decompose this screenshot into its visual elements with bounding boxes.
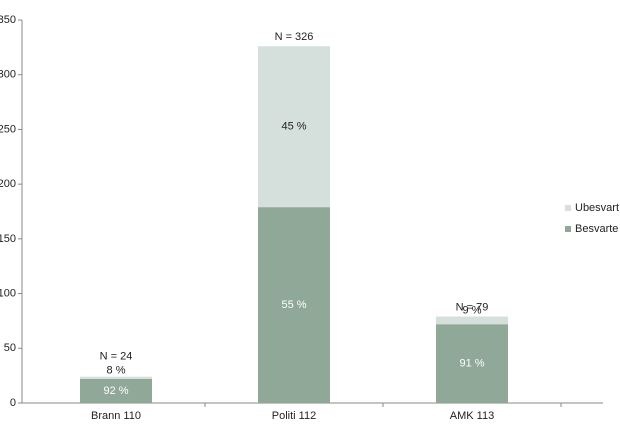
- legend-label: Ubesvart: [575, 202, 619, 214]
- bar-segment: [80, 378, 152, 403]
- y-tick-label: 0: [10, 397, 16, 409]
- segment-label: 55 %: [281, 299, 306, 311]
- segment-label: 9 %: [463, 304, 482, 316]
- y-tick-label: 250: [0, 123, 16, 135]
- bar-segment: [258, 46, 330, 208]
- total-label: N = 79: [456, 301, 489, 313]
- y-tick-label: 350: [0, 14, 16, 26]
- segment-label: 91 %: [459, 358, 484, 370]
- segment-label: 92 %: [103, 385, 128, 397]
- legend-label: Besvarte: [575, 223, 618, 235]
- legend-swatch: [565, 226, 571, 232]
- segment-label: 45 %: [281, 121, 306, 133]
- bar-segment: [436, 316, 508, 325]
- y-tick-label: 100: [0, 287, 16, 299]
- bar-segment: [436, 324, 508, 403]
- x-tick-label: Politi 112: [272, 410, 316, 422]
- total-label: N = 326: [275, 31, 314, 43]
- y-tick-label: 200: [0, 178, 16, 190]
- segment-label: 8 %: [107, 365, 126, 377]
- y-tick-label: 300: [0, 69, 16, 81]
- x-tick-label: AMK 113: [450, 410, 494, 422]
- total-label: N = 24: [100, 351, 133, 363]
- y-tick-label: 50: [4, 342, 16, 354]
- bar-segment: [80, 376, 152, 379]
- y-tick-label: 150: [0, 233, 16, 245]
- legend-swatch: [565, 205, 571, 211]
- x-tick-label: Brann 110: [91, 410, 141, 422]
- bar-segment: [258, 207, 330, 403]
